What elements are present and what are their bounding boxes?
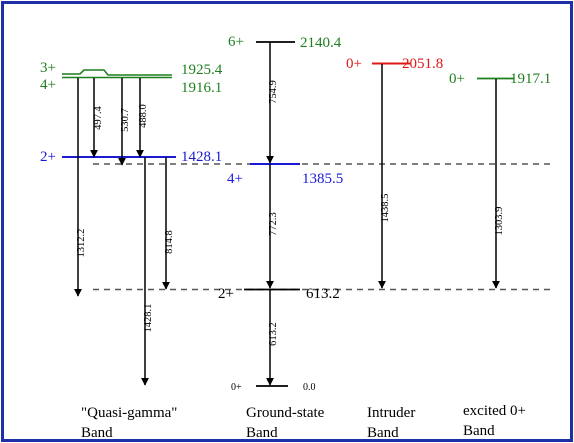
spin-label-gs-4plus: 4+	[227, 171, 243, 187]
band-caption-ground-state-line1: Ground-state	[246, 405, 325, 421]
gamma-label-1312: 1312.2	[76, 229, 87, 258]
gamma-label-1303: 1303.9	[494, 207, 505, 236]
energy-label-gs-2plus: 613.2	[306, 286, 340, 302]
band-caption-ground-state-line2: Band	[246, 425, 278, 441]
energy-label-gs-4plus: 1385.5	[302, 171, 343, 187]
band-caption-intruder-line1: Intruder	[367, 405, 415, 421]
energy-label-excited-0plus: 1917.1	[510, 71, 551, 87]
spin-label-intruder-0plus: 0+	[346, 56, 362, 72]
band-caption-quasi-gamma-line2: Band	[81, 425, 113, 441]
energy-label-qg-4plus: 1916.1	[181, 80, 222, 96]
energy-label-gs-6plus: 2140.4	[300, 35, 342, 51]
gamma-label-613: 613.2	[268, 322, 279, 346]
gamma-label-814: 814.8	[164, 230, 175, 254]
spin-label-qg-4plus: 4+	[40, 77, 56, 93]
energy-label-qg-2plus: 1428.1	[181, 149, 222, 165]
energy-label-gs-0plus: 0.0	[303, 382, 316, 393]
level-qg-3plus	[62, 69, 172, 76]
gamma-label-1428: 1428.1	[143, 304, 154, 333]
spin-label-gs-6plus: 6+	[228, 34, 244, 50]
gamma-label-772: 772.3	[268, 212, 279, 236]
gamma-label-530: 530.7	[120, 108, 131, 132]
spin-label-gs-2plus: 2+	[218, 286, 234, 302]
gamma-label-488: 488.0	[138, 104, 149, 128]
gamma-label-497: 497.4	[93, 105, 104, 129]
spin-label-qg-3plus: 3+	[40, 60, 56, 76]
energy-label-qg-3plus: 1925.4	[181, 62, 223, 78]
gamma-label-1438: 1438.5	[380, 194, 391, 223]
spin-label-qg-2plus: 2+	[40, 149, 56, 165]
energy-label-intruder-0plus: 2051.8	[402, 56, 443, 72]
spin-label-excited-0plus: 0+	[449, 71, 465, 87]
gamma-label-754: 754.9	[268, 80, 279, 104]
band-caption-excited-line2: Band	[463, 423, 495, 439]
band-caption-intruder-line2: Band	[367, 425, 399, 441]
band-caption-quasi-gamma-line1: "Quasi-gamma"	[81, 405, 177, 421]
spin-label-gs-0plus: 0+	[231, 382, 242, 393]
band-caption-excited-line1: excited 0+	[463, 403, 526, 419]
